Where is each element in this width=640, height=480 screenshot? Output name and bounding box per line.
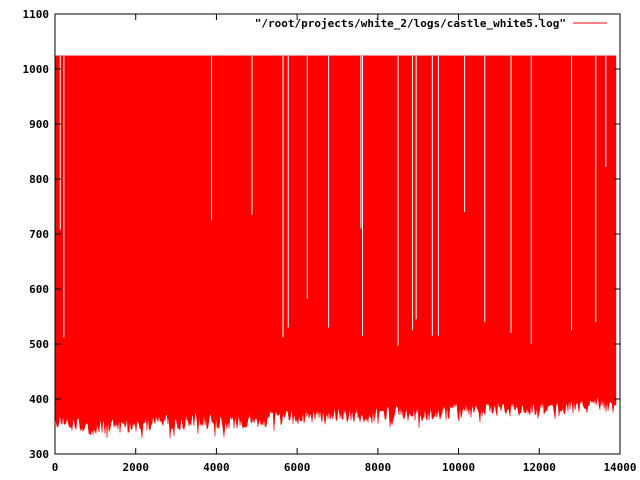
y-tick-label: 300 [29, 448, 49, 461]
ticks-layer: 0 2000 4000 6000 8000 10000 12000 14000 300 400 50… [23, 8, 637, 474]
y-tick-label: 1100 [23, 8, 50, 21]
x-tick-label: 14000 [603, 461, 636, 474]
y-tick-label: 700 [29, 228, 49, 241]
y-tick-label: 500 [29, 338, 49, 351]
legend: "/root/projects/white_2/logs/castle_whit… [255, 17, 607, 30]
x-tick-label: 8000 [365, 461, 392, 474]
x-tick-label: 6000 [284, 461, 311, 474]
series-area [54, 55, 617, 439]
x-tick-label: 0 [52, 461, 59, 474]
x-tick-label: 4000 [203, 461, 230, 474]
x-tick-label: 12000 [523, 461, 556, 474]
y-tick-label: 400 [29, 393, 49, 406]
series-layer [54, 55, 617, 439]
legend-label: "/root/projects/white_2/logs/castle_whit… [255, 17, 566, 30]
x-tick-label: 10000 [442, 461, 475, 474]
y-tick-label: 800 [29, 173, 49, 186]
y-tick-label: 600 [29, 283, 49, 296]
y-tick-label: 1000 [23, 63, 50, 76]
x-tick-label: 2000 [122, 461, 149, 474]
y-tick-label: 900 [29, 118, 49, 131]
